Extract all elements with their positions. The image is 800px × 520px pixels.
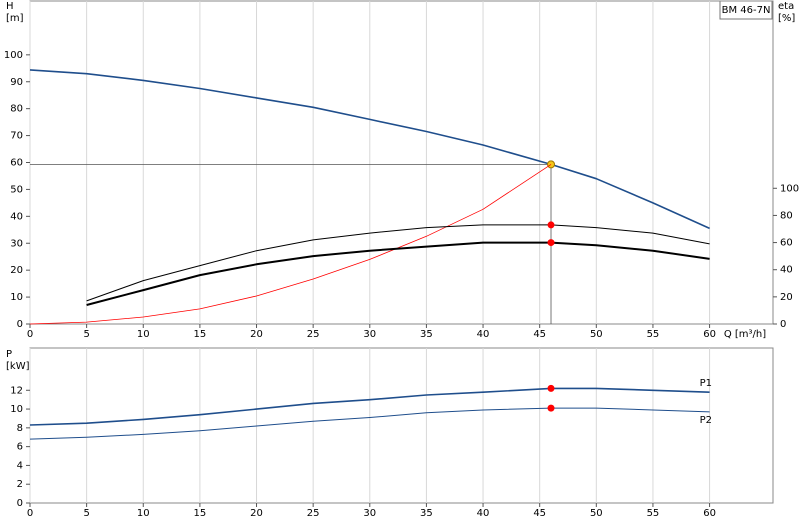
x-tick-label: 45	[533, 329, 546, 340]
x-tick-label: 15	[194, 329, 207, 340]
x-tick-label: 30	[363, 508, 376, 519]
duty-point	[547, 384, 555, 392]
y-label: P	[6, 349, 12, 360]
plot-area	[29, 347, 774, 504]
plot-area	[29, 0, 774, 325]
y-tick-label: 90	[10, 77, 23, 88]
y-tick-label: 2	[17, 479, 23, 490]
y-tick-label: 60	[10, 158, 23, 169]
y-label: [kW]	[6, 361, 30, 372]
y-tick-label: 12	[10, 385, 23, 396]
x-tick-label: 20	[250, 329, 263, 340]
duty-point	[547, 160, 556, 169]
x-tick-label: 30	[363, 329, 376, 340]
y-tick-label: 50	[10, 184, 23, 195]
x-tick-label: 0	[27, 329, 33, 340]
y-label: H	[6, 1, 14, 12]
y-tick-label: 0	[17, 319, 23, 330]
y-tick-label: 10	[10, 404, 23, 415]
x-tick-label: 55	[647, 329, 660, 340]
y2-label: [%]	[778, 13, 795, 24]
x-tick-label: 60	[703, 508, 716, 519]
y2-tick-label: 60	[780, 238, 793, 249]
x-tick-label: 25	[307, 329, 320, 340]
duty-point	[547, 404, 555, 412]
y-tick-label: 80	[10, 104, 23, 115]
x-tick-label: 10	[137, 329, 150, 340]
series-line	[29, 387, 710, 426]
x-tick-label: 10	[137, 508, 150, 519]
series-line	[29, 164, 552, 325]
x-tick-label: 20	[250, 508, 263, 519]
x-tick-label: 60	[703, 329, 716, 340]
x-tick-label: 0	[27, 508, 33, 519]
y2-tick-label: 100	[780, 183, 799, 194]
y2-tick-label: 80	[780, 210, 793, 221]
x-tick-label: 35	[420, 508, 433, 519]
series-label: P2	[700, 415, 712, 426]
y-tick-label: 0	[17, 498, 23, 509]
y-tick-label: 70	[10, 131, 23, 142]
x-label: Q [m³/h]	[724, 329, 766, 340]
y-label: [m]	[6, 13, 24, 24]
x-tick-label: 50	[590, 508, 603, 519]
duty-point	[547, 239, 555, 247]
series-label: P1	[700, 378, 712, 389]
series-line	[86, 224, 710, 302]
y-tick-label: 30	[10, 238, 23, 249]
x-tick-label: 40	[477, 508, 490, 519]
y-tick-label: 4	[17, 460, 23, 471]
y-tick-label: 100	[4, 50, 23, 61]
x-tick-label: 5	[83, 329, 89, 340]
y-tick-label: 20	[10, 265, 23, 276]
x-tick-label: 50	[590, 329, 603, 340]
y-tick-label: 40	[10, 211, 23, 222]
y-tick-label: 6	[17, 442, 23, 453]
y-tick-label: 10	[10, 292, 23, 303]
x-tick-label: 55	[647, 508, 660, 519]
y-tick-label: 8	[17, 423, 23, 434]
duty-point	[547, 221, 555, 229]
y2-label: eta	[778, 1, 794, 12]
series-line	[29, 407, 710, 440]
x-tick-label: 35	[420, 329, 433, 340]
series-line	[29, 69, 710, 230]
x-tick-label: 40	[477, 329, 490, 340]
x-tick-label: 15	[194, 508, 207, 519]
x-tick-label: 25	[307, 508, 320, 519]
x-tick-label: 5	[83, 508, 89, 519]
y2-tick-label: 20	[780, 292, 793, 303]
chart-title: BM 46-7N	[722, 5, 771, 16]
series-line	[86, 241, 710, 306]
y2-tick-label: 40	[780, 265, 793, 276]
x-tick-label: 45	[533, 508, 546, 519]
y2-tick-label: 0	[780, 319, 786, 330]
